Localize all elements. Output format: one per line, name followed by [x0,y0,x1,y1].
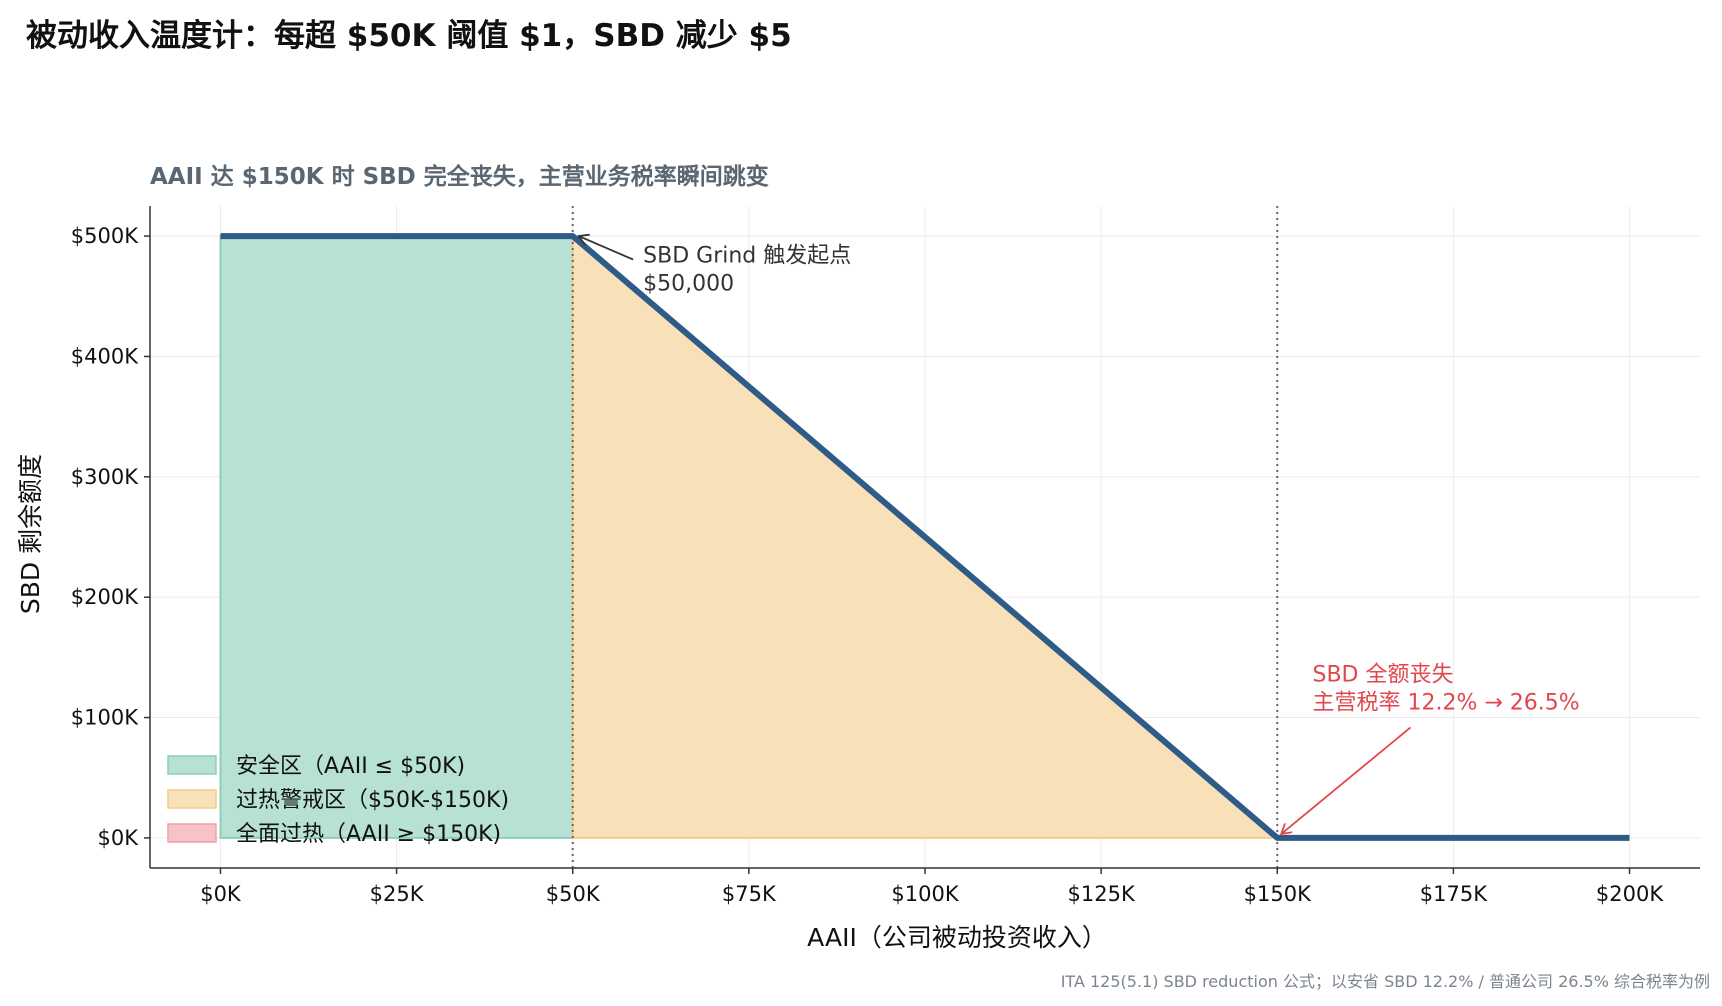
x-tick-label: $150K [1244,882,1312,906]
x-tick-label: $100K [891,882,959,906]
annotation-line: 主营税率 12.2% → 26.5% [1313,690,1580,715]
legend-swatch [167,823,217,843]
x-tick-label: $25K [370,882,425,906]
annotation-line: SBD 全额丧失 [1313,662,1454,687]
series-lines [220,233,1630,841]
annotations: SBD Grind 触发起点 $50,000 SBD 全额丧失主营税率 12.2% … [579,236,1580,834]
x-tick-label: $75K [722,882,777,906]
legend-label: 安全区（AAII ≤ $50K) [236,754,465,779]
footnote: ITA 125(5.1) SBD reduction 公式；以安省 SBD 12… [1061,972,1710,991]
x-tick-label: $125K [1068,882,1136,906]
annotation-text: SBD Grind 触发起点 $50,000 [643,244,851,297]
y-tick-label: $400K [71,344,139,368]
legend-label: 过热警戒区（$50K-$150K) [236,788,509,813]
y-tick-label: $0K [98,826,140,850]
y-tick-label: $100K [71,706,139,730]
x-axis-label: AAII（公司被动投资收入） [807,923,1107,952]
y-axis-label: SBD 剩余额度 [16,454,45,614]
annotation-line: $50,000 [643,272,734,297]
y-tick-label: $300K [71,465,139,489]
legend-swatch [167,755,217,775]
legend-label: 全面过热（AAII ≥ $150K) [236,822,501,847]
x-tick-label: $175K [1420,882,1488,906]
x-axis-ticks: $0K $25K $50K $75K $100K $125K $150K $175K $200K [200,868,1664,906]
x-tick-label: $200K [1596,882,1664,906]
annotation-arrow [1281,726,1412,833]
y-tick-label: $200K [71,585,139,609]
series-line [220,233,1630,841]
legend-swatch [167,789,217,809]
annotation-text: SBD 全额丧失主营税率 12.2% → 26.5% [1313,662,1580,715]
plot-area: $0K $25K $50K $75K $100K $125K $150K $175K $200K… [71,206,1700,906]
legend: 安全区（AAII ≤ $50K) 过热警戒区（$50K-$150K) 全面过热（AA… [167,754,509,847]
x-tick-label: $50K [546,882,601,906]
threshold-lines [571,206,1279,868]
x-tick-label: $0K [200,882,242,906]
annotation-arrow [579,236,634,261]
chart-title: 被动收入温度计：每超 $50K 阈值 $1，SBD 减少 $5 [26,18,792,54]
y-axis-ticks: $0K $100K $200K $300K $400K $500K [71,224,150,850]
annotation-line: SBD Grind 触发起点 [643,244,851,269]
y-tick-label: $500K [71,224,139,248]
region-fill [219,235,574,839]
chart-subtitle: AAII 达 $150K 时 SBD 完全丧失，主营业务税率瞬间跳变 [150,163,769,190]
